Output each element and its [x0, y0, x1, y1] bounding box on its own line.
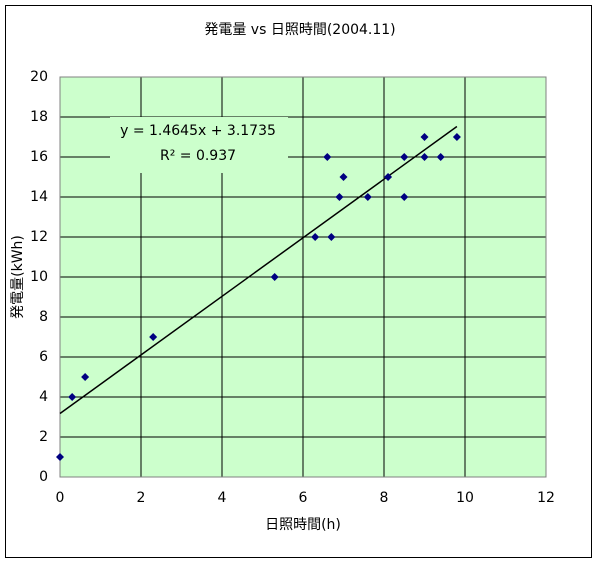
scatter-point	[436, 153, 445, 161]
x-axis-label: 日照時間(h)	[265, 517, 341, 533]
y-tick-label: 18	[30, 109, 48, 125]
scatter-point	[384, 173, 393, 181]
scatter-point	[270, 273, 279, 281]
plot-frame	[59, 76, 547, 478]
scatter-point	[68, 393, 77, 401]
scatter-point	[400, 153, 409, 161]
scatter-point	[420, 133, 429, 141]
x-tick-label: 8	[380, 490, 389, 506]
chart-title: 発電量 vs 日照時間(2004.11)	[204, 22, 395, 38]
y-tick-label: 20	[30, 69, 48, 85]
scatter-point	[149, 333, 158, 341]
scatter-point	[56, 453, 64, 461]
scatter-point	[327, 233, 336, 241]
annotation: y = 1.4645x + 3.1735	[120, 123, 276, 139]
scatter-point	[311, 233, 320, 241]
x-tick-label: 2	[137, 490, 146, 506]
scatter-point	[452, 133, 461, 141]
trendline	[59, 125, 458, 415]
annotation-box	[110, 117, 288, 173]
y-tick-label: 4	[39, 389, 48, 405]
y-tick-label: 2	[39, 429, 48, 445]
x-tick-label: 10	[456, 490, 474, 506]
x-tick-label: 0	[56, 490, 65, 506]
annotation: R² = 0.937	[160, 148, 236, 164]
y-axis-label: 発電量(kWh)	[10, 235, 26, 319]
scatter-point	[81, 373, 90, 381]
y-tick-label: 8	[39, 309, 48, 325]
scatter-point	[400, 193, 409, 201]
scatter-point	[420, 153, 429, 161]
x-tick-label: 6	[299, 490, 308, 506]
y-tick-label: 0	[39, 469, 48, 485]
y-tick-label: 6	[39, 349, 48, 365]
y-tick-label: 10	[30, 269, 48, 285]
x-tick-label: 4	[218, 490, 227, 506]
x-tick-label: 12	[537, 490, 555, 506]
y-tick-label: 12	[30, 229, 48, 245]
scatter-point	[339, 173, 348, 181]
scatter-point	[363, 193, 372, 201]
y-tick-label: 14	[30, 189, 48, 205]
y-tick-label: 16	[30, 149, 48, 165]
scatter-point	[335, 193, 344, 201]
scatter-point	[323, 153, 332, 161]
